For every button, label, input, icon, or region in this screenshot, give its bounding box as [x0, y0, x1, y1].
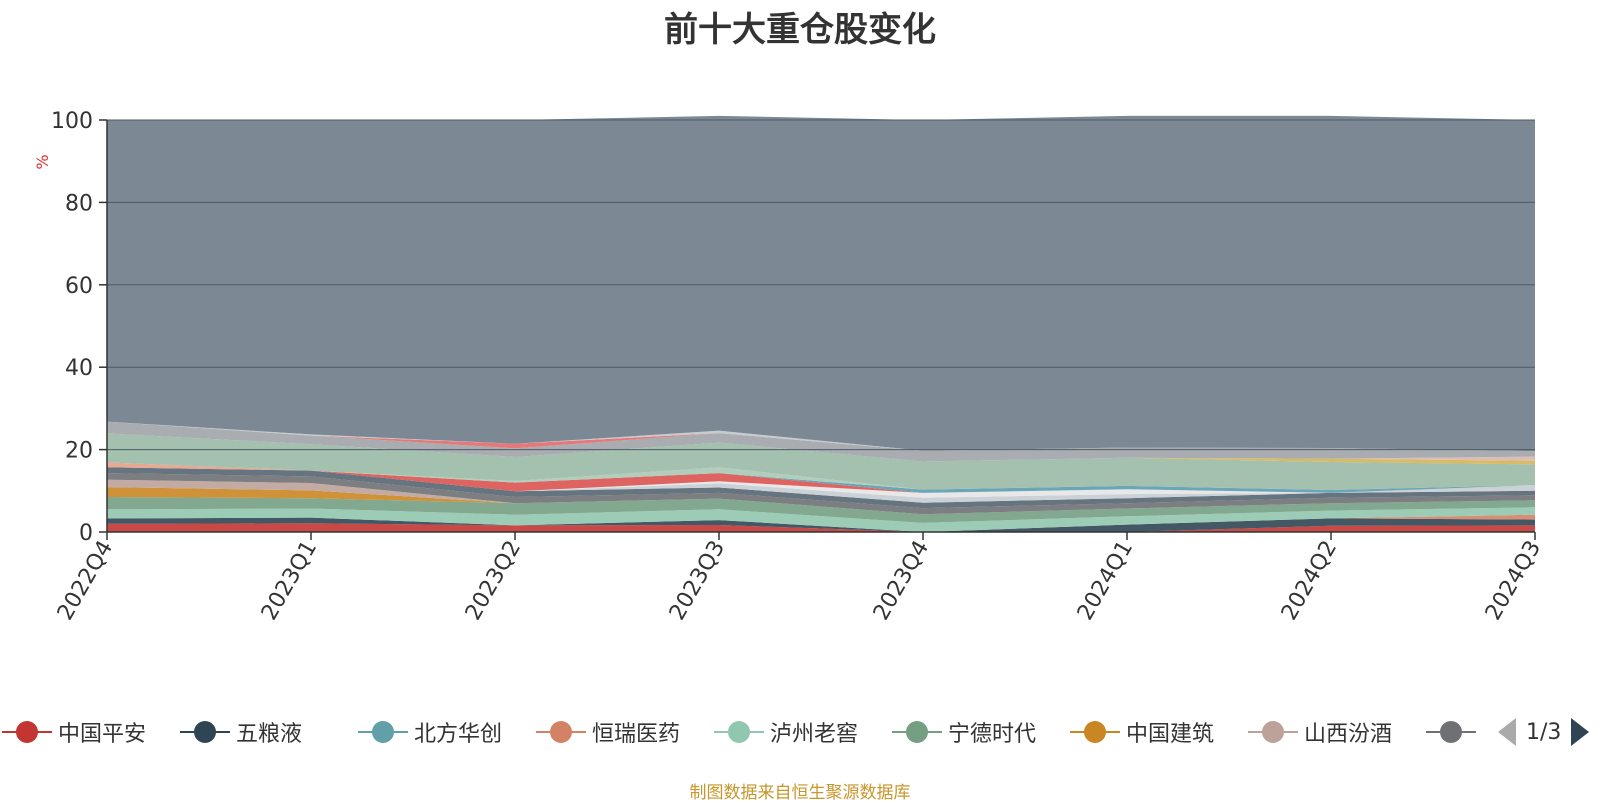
- pager-prev-icon[interactable]: [1498, 718, 1516, 746]
- area-series-8[interactable]: [107, 473, 1535, 515]
- axes: [106, 120, 1535, 533]
- legend-item[interactable]: 宁德时代: [892, 712, 1036, 752]
- x-axis-ticks: 2022Q4 2023Q1 2023Q2 2023Q3 2023Q4 2024Q1 2024…: [53, 532, 1546, 625]
- x-tick-label: 2024Q1: [1073, 537, 1138, 625]
- area-series-1[interactable]: [107, 517, 1535, 532]
- y-tick-label: 60: [65, 274, 93, 299]
- legend-item[interactable]: 中国平安: [2, 712, 146, 752]
- area-series-20[interactable]: [107, 421, 1535, 462]
- legend-marker-icon: [2, 721, 52, 743]
- area-series-9[interactable]: [107, 467, 1535, 509]
- y-tick-label: 0: [79, 521, 93, 546]
- x-tick-label: 2023Q4: [869, 537, 934, 625]
- legend-item[interactable]: 五粮液: [180, 712, 302, 752]
- legend-label: 恒瑞医药: [592, 722, 681, 747]
- area-series-6[interactable]: [107, 487, 1535, 515]
- gridlines: [107, 119, 1535, 451]
- legend-marker-icon: [1070, 721, 1120, 743]
- area-series-11[interactable]: [107, 467, 1535, 498]
- chart-title: 前十大重仓股变化: [664, 10, 936, 50]
- legend: 中国平安 五粮液 北方华创 恒瑞医药 泸州老窖 宁德时代 中国建筑 山西汾酒 中[..]: [0, 712, 1480, 752]
- legend-label: 中国平安: [58, 722, 147, 747]
- y-tick-label: 100: [51, 109, 93, 134]
- legend-item[interactable]: 中[..]: [1426, 712, 1480, 752]
- legend-pager: 1/3: [1498, 712, 1590, 752]
- y-axis-ticks: 0 20 40 60 80 100: [51, 109, 107, 546]
- legend-item[interactable]: 中国建筑: [1070, 712, 1214, 752]
- legend-label: 宁德时代: [948, 722, 1037, 747]
- area-series-14[interactable]: [107, 467, 1535, 490]
- pager-next-icon[interactable]: [1571, 718, 1590, 746]
- area-series-5[interactable]: [107, 497, 1535, 523]
- legend-item[interactable]: 山西汾酒: [1248, 712, 1392, 752]
- y-tick-label: 40: [65, 356, 93, 381]
- area-series-21[interactable]: [107, 421, 1535, 452]
- area-series-18[interactable]: [107, 433, 1535, 465]
- area-series-10[interactable]: [107, 467, 1535, 503]
- area-series-19[interactable]: [107, 433, 1535, 462]
- legend-marker-icon: [1248, 721, 1298, 743]
- pager-text: 1/3: [1526, 719, 1562, 745]
- legend-label: 泸州老窖: [770, 722, 859, 747]
- area-series-23[interactable]: [107, 115, 1535, 452]
- legend-marker-icon: [358, 721, 408, 743]
- legend-marker-icon: [180, 721, 230, 743]
- area-series-17[interactable]: [107, 433, 1535, 491]
- legend-marker-icon: [714, 721, 764, 743]
- y-axis-label: %: [33, 154, 52, 169]
- legend-item[interactable]: 泸州老窖: [714, 712, 858, 752]
- legend-marker-icon: [536, 721, 586, 743]
- area-series-group: [107, 115, 1535, 532]
- y-tick-label: 80: [65, 191, 93, 216]
- legend-label: 山西汾酒: [1304, 722, 1393, 747]
- legend-marker-icon: [1426, 721, 1476, 743]
- x-tick-label: 2023Q3: [665, 537, 730, 625]
- legend-item[interactable]: 恒瑞医药: [536, 712, 680, 752]
- y-tick-label: 20: [65, 439, 93, 464]
- legend-marker-icon: [892, 721, 942, 743]
- x-tick-label: 2023Q1: [257, 537, 322, 625]
- x-tick-label: 2023Q2: [461, 537, 526, 625]
- x-tick-label: 2024Q3: [1481, 537, 1546, 625]
- legend-label: 中国建筑: [1126, 722, 1215, 747]
- source-note: 制图数据来自恒生聚源数据库: [689, 783, 911, 803]
- legend-item[interactable]: 北方华创: [358, 712, 502, 752]
- x-tick-label: 2022Q4: [53, 537, 118, 625]
- legend-label: 五粮液: [236, 722, 303, 747]
- area-series-13[interactable]: [107, 467, 1535, 493]
- x-tick-label: 2024Q2: [1277, 537, 1342, 625]
- area-series-7[interactable]: [107, 479, 1535, 515]
- area-series-0[interactable]: [107, 523, 1535, 532]
- legend-label: 北方华创: [414, 722, 503, 747]
- area-series-4[interactable]: [107, 507, 1535, 532]
